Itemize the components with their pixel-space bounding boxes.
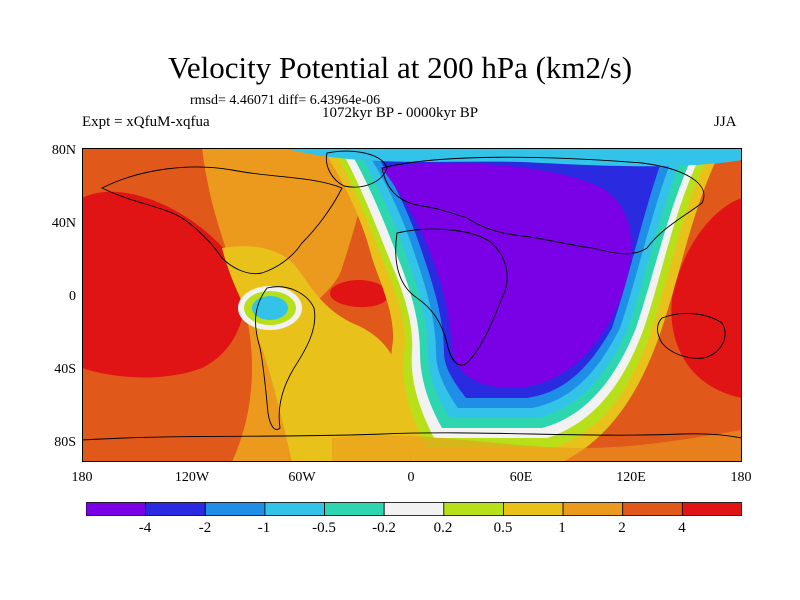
colorbar-label: -0.2 (372, 520, 396, 536)
lon-label-180w: 180 (71, 470, 93, 485)
colorbar-label: 2 (618, 520, 626, 536)
colorbar-box (204, 502, 266, 516)
map-frame (82, 148, 742, 462)
colorbar-box (622, 502, 683, 516)
field-red-east (671, 198, 742, 398)
lon-label-120w: 120W (174, 470, 210, 485)
colorbar-label: -1 (257, 520, 271, 536)
season-label: JJA (714, 114, 737, 130)
lat-label-40n: 40N (51, 216, 76, 231)
colorbar-label: 0.5 (493, 520, 513, 536)
coast-south-america (255, 286, 316, 431)
lat-label-80n: 80N (51, 143, 76, 158)
colorbar-box (383, 502, 445, 516)
colorbar-label: -2 (198, 520, 212, 536)
lon-label-180e: 180 (730, 470, 752, 485)
colorbar-box (562, 502, 624, 516)
coast-australia (657, 313, 726, 359)
chart-title: Velocity Potential at 200 hPa (km2/s) (167, 50, 633, 85)
lat-label-80s: 80S (54, 435, 76, 450)
field-red-atlantic (330, 279, 389, 308)
lon-label-0: 0 (407, 470, 415, 485)
colorbar-label: 0.2 (433, 520, 453, 536)
colorbar-label: -0.5 (312, 520, 336, 536)
colorbar-label: 1 (558, 520, 566, 536)
period-label: 1072kyr BP - 0000kyr BP (322, 105, 479, 121)
colorbar-label: 4 (678, 520, 686, 536)
coast-greenland (325, 150, 388, 188)
lat-label-40s: 40S (54, 362, 76, 377)
lon-label-60e: 60E (509, 470, 533, 485)
colorbar-box (681, 502, 742, 516)
coast-north-america (100, 166, 343, 275)
coast-antarctica (82, 432, 742, 441)
colorbar-box (145, 502, 206, 516)
colorbar-box (324, 502, 385, 516)
stats-label: rmsd= 4.46071 diff= 6.43964e-06 (190, 93, 381, 108)
field-violet-core (382, 163, 632, 388)
coast-eurasia (381, 156, 705, 255)
lon-label-120e: 120E (616, 470, 646, 485)
lon-label-60w: 60W (288, 470, 316, 485)
coast-africa (395, 228, 508, 366)
field-lightblue-antarctic (332, 430, 742, 462)
colorbar-box (264, 502, 325, 516)
colorbar-label: -4 (138, 520, 152, 536)
coastlines (82, 150, 742, 441)
colorbar-box (443, 502, 504, 516)
experiment-label: Expt = xQfuM-xqfua (82, 114, 210, 130)
velocity-potential-map (82, 148, 742, 462)
field-cyan-cell-samerica (252, 296, 288, 320)
lat-label-0: 0 (69, 289, 76, 304)
colorbar-box (86, 502, 147, 516)
colorbar (86, 502, 742, 516)
colorbar-box (503, 502, 564, 516)
field-red-west (82, 191, 245, 378)
